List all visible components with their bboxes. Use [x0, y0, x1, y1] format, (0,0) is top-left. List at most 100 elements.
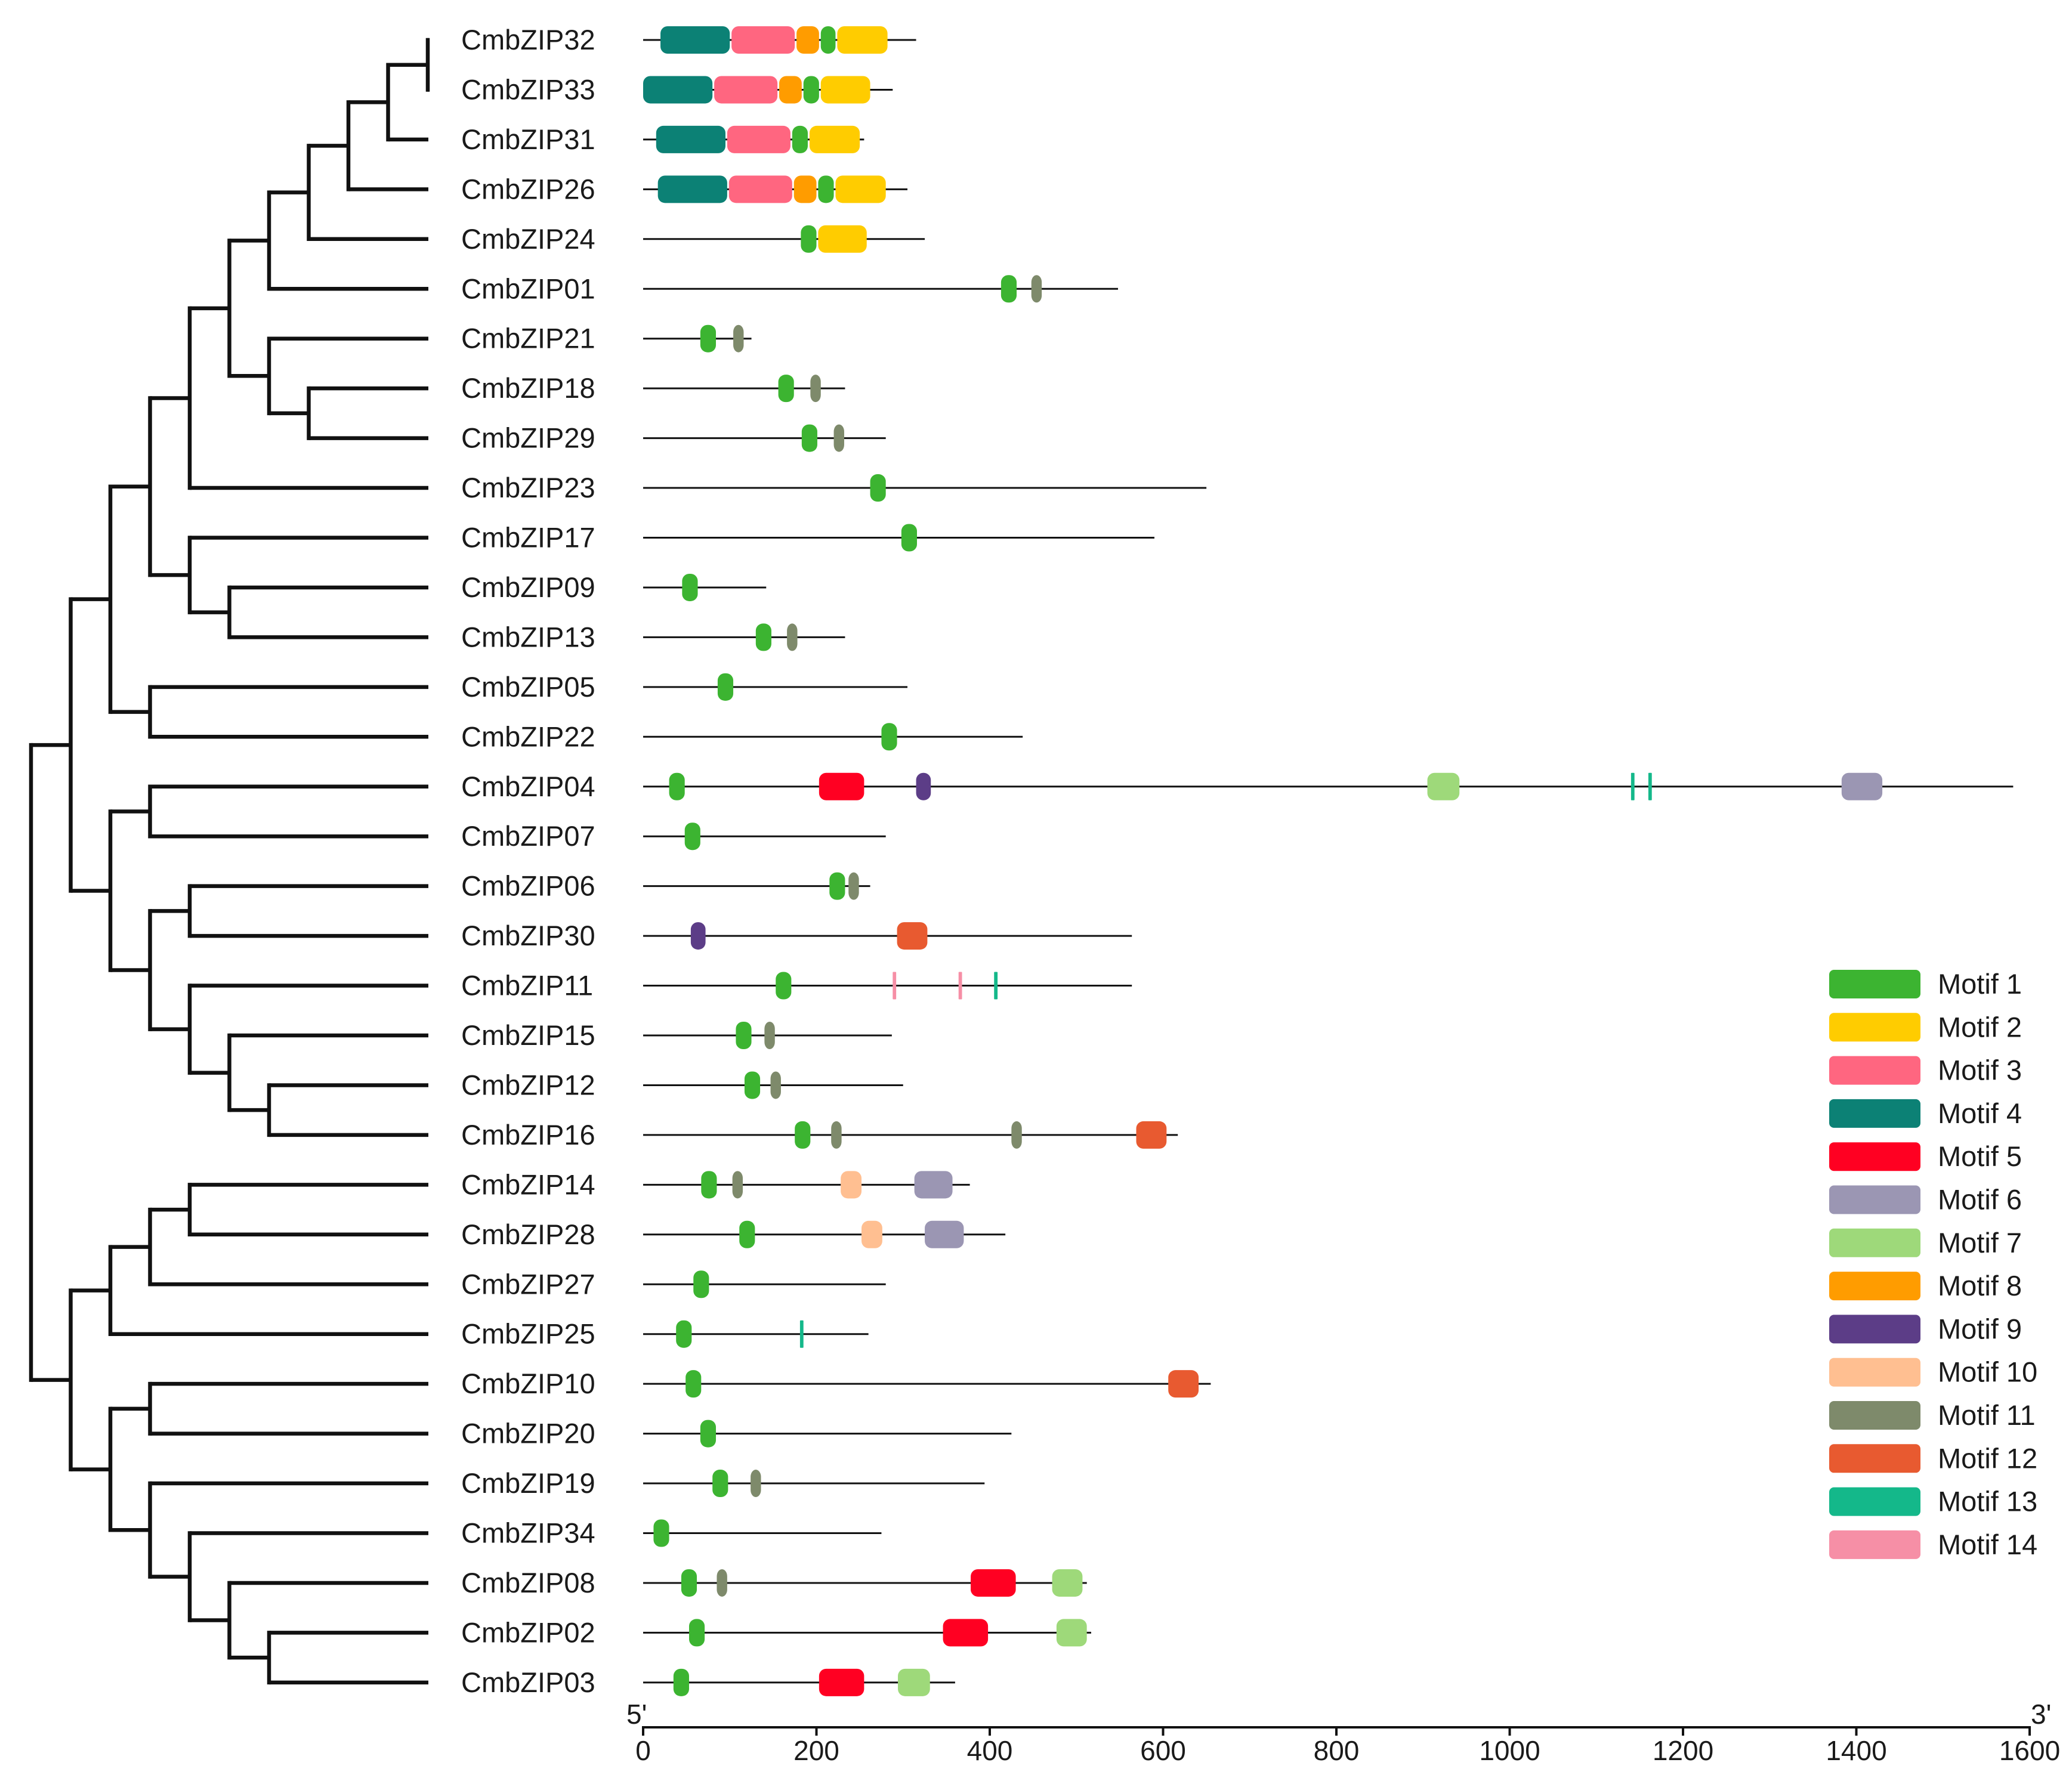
motif-2-box [809, 125, 860, 153]
legend-swatch [1829, 1358, 1920, 1387]
motif-1-box [881, 723, 897, 751]
motif-4-box [643, 76, 713, 104]
motif-3-box [714, 76, 778, 104]
motif-4-box [660, 26, 730, 54]
motif-11-box [770, 1071, 781, 1099]
legend-item: Motif 7 [1829, 1227, 2022, 1258]
motif-6-box [925, 1220, 964, 1248]
axis-tick-label: 1200 [1653, 1735, 1713, 1766]
legend-item: Motif 14 [1829, 1529, 2037, 1560]
legend-item: Motif 8 [1829, 1270, 2022, 1301]
motif-1-box [693, 1270, 709, 1298]
gene-structures: CmbZIP32 CmbZIP33 CmbZIP31 CmbZIP26 CmbZIP24… [461, 24, 2014, 1698]
gene-label: CmbZIP15 [461, 1019, 595, 1051]
gene-label: CmbZIP25 [461, 1318, 595, 1350]
gene-label: CmbZIP29 [461, 422, 595, 454]
motif-11-box [764, 1022, 775, 1049]
gene-label: CmbZIP10 [461, 1368, 595, 1399]
motif-12-box [897, 922, 928, 950]
motif-11-box [733, 324, 744, 352]
motif-5-box [943, 1619, 989, 1647]
motif-2-box [835, 175, 886, 203]
legend-label: Motif 10 [1938, 1356, 2037, 1388]
motif-9-box [916, 772, 931, 800]
motif-1-box [701, 1171, 717, 1199]
gene-row: CmbZIP22 [461, 721, 1023, 752]
motif-1-box [795, 1121, 811, 1149]
gene-row: CmbZIP10 [461, 1368, 1211, 1399]
motif-1-box [755, 623, 771, 651]
motif-1-box [803, 76, 819, 104]
gene-row: CmbZIP13 [461, 621, 845, 653]
gene-label: CmbZIP31 [461, 123, 595, 155]
motif-1-box [688, 1619, 705, 1647]
gene-label: CmbZIP33 [461, 73, 595, 105]
gene-row: CmbZIP17 [461, 522, 1154, 554]
motif-1-box [778, 375, 794, 403]
gene-row: CmbZIP15 [461, 1019, 892, 1051]
gene-row: CmbZIP26 [461, 173, 908, 205]
motif-13-box [994, 972, 998, 1000]
motif-1-box [673, 1668, 689, 1696]
legend-item: Motif 10 [1829, 1356, 2037, 1388]
gene-row: CmbZIP02 [461, 1616, 1091, 1648]
legend-swatch [1829, 1530, 1920, 1559]
motif-1-box [901, 524, 917, 552]
legend-item: Motif 2 [1829, 1011, 2022, 1043]
motif-1-box [712, 1470, 728, 1498]
gene-label: CmbZIP03 [461, 1666, 595, 1698]
motif-1-box [739, 1220, 755, 1248]
five-prime-label: 5' [626, 1699, 647, 1730]
gene-row: CmbZIP21 [461, 323, 752, 354]
gene-label: CmbZIP26 [461, 173, 595, 205]
legend-label: Motif 11 [1938, 1399, 2036, 1431]
motif-1-box [682, 573, 698, 601]
motif-11-box [1011, 1121, 1022, 1149]
motif-12-box [1168, 1370, 1199, 1398]
motif-12-box [1136, 1121, 1167, 1149]
axis-tick-label: 1600 [1999, 1735, 2060, 1766]
motif-2-box [820, 76, 870, 104]
gene-row: CmbZIP28 [461, 1219, 1006, 1250]
gene-label: CmbZIP27 [461, 1268, 595, 1300]
gene-label: CmbZIP13 [461, 621, 595, 653]
motif-13-box [799, 1320, 804, 1348]
gene-row: CmbZIP20 [461, 1418, 1012, 1449]
legend-swatch [1829, 1315, 1920, 1344]
motif-1-box [820, 26, 836, 54]
legend-swatch [1829, 1185, 1920, 1214]
motif-1-box [744, 1071, 761, 1099]
legend-label: Motif 9 [1938, 1313, 2022, 1344]
gene-label: CmbZIP17 [461, 522, 595, 554]
motif-7-box [898, 1668, 930, 1696]
gene-label: CmbZIP32 [461, 24, 595, 55]
gene-label: CmbZIP21 [461, 323, 595, 354]
gene-row: CmbZIP24 [461, 223, 925, 255]
axis-tick-label: 0 [635, 1735, 651, 1766]
motif-3-box [727, 125, 790, 153]
legend-item: Motif 5 [1829, 1140, 2022, 1172]
gene-row: CmbZIP32 [461, 24, 916, 55]
legend-swatch [1829, 1228, 1920, 1257]
motif-1-box [669, 772, 685, 800]
axis-tick-label: 1400 [1826, 1735, 1886, 1766]
gene-row: CmbZIP27 [461, 1268, 886, 1300]
gene-label: CmbZIP06 [461, 870, 595, 902]
legend-label: Motif 13 [1938, 1486, 2037, 1517]
axis-tick-label: 400 [967, 1735, 1013, 1766]
legend-label: Motif 14 [1938, 1529, 2037, 1560]
gene-label: CmbZIP18 [461, 372, 595, 404]
axis-tick-label: 1000 [1479, 1735, 1540, 1766]
motif-1-box [685, 1370, 702, 1398]
motif-8-box [779, 76, 802, 104]
gene-label: CmbZIP07 [461, 820, 595, 852]
gene-row: CmbZIP34 [461, 1517, 882, 1549]
motif-legend: Motif 1 Motif 2 Motif 3 Motif 4 Motif 5 Motif… [1829, 968, 2037, 1560]
legend-item: Motif 13 [1829, 1486, 2037, 1517]
gene-row: CmbZIP31 [461, 123, 864, 155]
gene-label: CmbZIP09 [461, 571, 595, 603]
gene-label: CmbZIP19 [461, 1467, 595, 1499]
legend-label: Motif 1 [1938, 968, 2022, 1000]
motif-1-box [700, 1420, 717, 1448]
